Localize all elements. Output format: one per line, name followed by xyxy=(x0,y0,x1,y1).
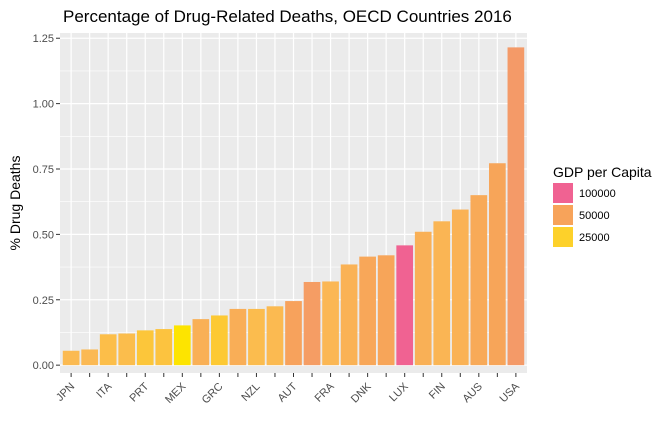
bar xyxy=(266,306,284,366)
x-tick-label: ITA xyxy=(94,380,114,400)
bar xyxy=(192,319,210,366)
bar xyxy=(340,264,358,366)
x-tick-label: PRT xyxy=(127,380,151,404)
x-tick-label: MEX xyxy=(163,380,189,406)
bar xyxy=(303,281,321,366)
bar xyxy=(211,315,228,366)
chart-title: Percentage of Drug-Related Deaths, OECD … xyxy=(63,7,512,26)
bar xyxy=(62,350,80,366)
legend-label: 50000 xyxy=(579,210,610,222)
bar xyxy=(414,231,432,366)
y-tick-label: 1.25 xyxy=(33,33,54,45)
bar xyxy=(99,334,117,366)
legend-swatch xyxy=(553,227,573,247)
x-tick-label: USA xyxy=(498,380,523,405)
x-tick-label: AUS xyxy=(460,381,484,405)
legend: GDP per Capita 100000 50000 25000 xyxy=(553,164,652,247)
x-tick-label: AUT xyxy=(276,380,300,404)
y-tick-label: 0.75 xyxy=(33,164,54,176)
x-axis-ticks: JPN ITA PRT MEX GRC NZL AUT FRA DNK LUX FIN AUS USA xyxy=(54,373,522,406)
bar xyxy=(489,163,506,366)
bar xyxy=(248,308,265,366)
bar xyxy=(118,333,136,366)
y-tick-label: 0.25 xyxy=(33,295,54,307)
x-tick-label: FIN xyxy=(427,381,448,402)
x-tick-label: DNK xyxy=(349,380,374,405)
legend-swatch xyxy=(553,183,573,203)
plot-panel xyxy=(60,33,527,373)
bar xyxy=(359,256,376,366)
legend-title: GDP per Capita xyxy=(553,164,652,180)
bar xyxy=(173,325,191,366)
grid-lines xyxy=(60,33,527,366)
bar xyxy=(433,221,451,366)
y-tick-label: 0.50 xyxy=(33,229,54,241)
bar xyxy=(396,245,414,366)
legend-label: 25000 xyxy=(579,232,610,244)
bar xyxy=(322,281,339,366)
bar xyxy=(136,330,154,366)
bar xyxy=(507,47,525,366)
bar xyxy=(229,308,247,366)
x-tick-label: NZL xyxy=(239,381,262,404)
y-axis-title: % Drug Deaths xyxy=(7,156,23,251)
x-tick-label: GRC xyxy=(200,381,226,407)
x-tick-label: LUX xyxy=(387,380,411,404)
legend-label: 100000 xyxy=(579,188,616,200)
bar xyxy=(81,349,98,366)
y-axis-ticks: 0.00 0.25 0.50 0.75 1.00 1.25 xyxy=(33,33,60,372)
bars xyxy=(62,47,525,366)
legend-swatch xyxy=(553,205,573,225)
bar xyxy=(377,255,395,366)
x-tick-label: JPN xyxy=(54,381,77,404)
y-tick-label: 1.00 xyxy=(33,99,54,111)
bar xyxy=(451,209,469,366)
bar xyxy=(470,195,488,366)
y-tick-label: 0.00 xyxy=(33,360,54,372)
bar xyxy=(285,301,302,366)
bar xyxy=(155,329,173,366)
x-tick-label: FRA xyxy=(313,380,338,405)
